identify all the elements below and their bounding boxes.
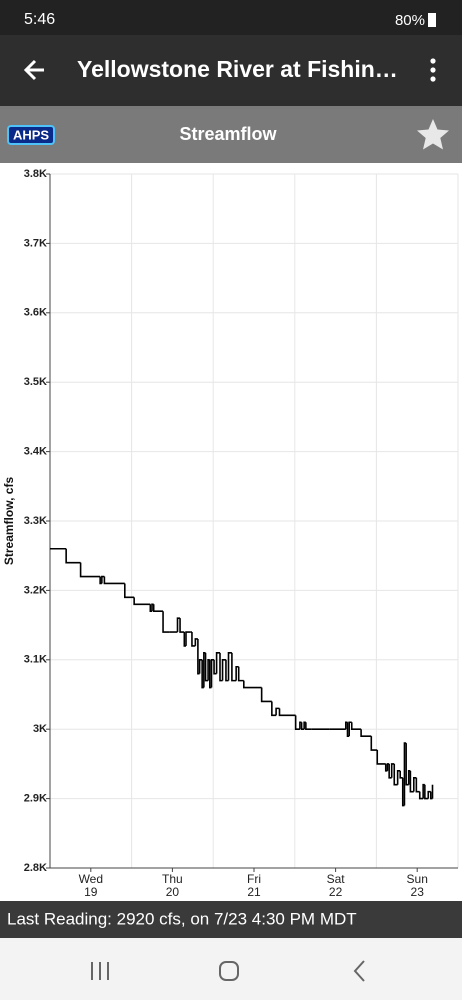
plot-background [0, 163, 462, 901]
line-segment [79, 562, 101, 578]
line-segment [215, 652, 220, 674]
line-segment [198, 659, 203, 674]
x-tick-label: Sun 23 [407, 872, 428, 899]
back-button[interactable] [23, 59, 44, 81]
line-segment [235, 665, 239, 681]
line-segment [427, 790, 431, 799]
line-segment [210, 659, 215, 688]
line-segment [176, 617, 181, 633]
battery-level: 80% [395, 12, 425, 29]
line-segment [393, 763, 398, 786]
line-segment [191, 632, 196, 647]
y-tick-label: 2.9K [24, 793, 47, 805]
line-segment [300, 722, 305, 730]
line-segment [388, 763, 392, 779]
line-segment [221, 659, 226, 681]
x-tick-label: Sat 22 [327, 872, 346, 899]
line-segment [225, 659, 229, 682]
line-segment [162, 611, 170, 633]
nav-recents[interactable] [91, 962, 109, 980]
line-segment [237, 666, 244, 682]
line-segment [360, 729, 372, 737]
line-segment [101, 575, 105, 584]
line-segment [103, 576, 125, 585]
nav-bar [0, 938, 462, 1000]
line-segment [376, 750, 386, 765]
y-tick-label: 3.4K [24, 446, 47, 458]
line-segment [409, 770, 414, 793]
y-axis-label: Streamflow, cfs [2, 477, 16, 566]
line-segment [124, 583, 135, 599]
y-tick-label: 3.1K [24, 654, 47, 666]
line-segment [370, 736, 378, 751]
line-segment [260, 687, 272, 703]
line-segment [219, 652, 223, 682]
line-segment [227, 652, 232, 681]
favorite-star[interactable] [417, 119, 449, 150]
app-title: Yellowstone River at Fishin… [77, 56, 398, 82]
line-segment [348, 721, 352, 737]
line-segment [133, 597, 151, 606]
badge-text: AHPS [13, 127, 49, 142]
status-time: 5:46 [24, 11, 55, 28]
header-title: Streamflow [179, 124, 277, 144]
chart: 3.8K 3.7K 3.6K 3.5K 3.4K 3.3K 3.2K 3.1K 3K 2.9K 2.… [0, 163, 462, 901]
line-segment [213, 659, 217, 675]
nav-home[interactable] [219, 961, 239, 981]
x-tick-label: Wed 19 [79, 872, 103, 899]
y-tick-label: 3.7K [24, 237, 47, 249]
line-segment [65, 548, 81, 564]
footer-bar [0, 901, 462, 938]
line-segment [204, 652, 209, 682]
ahps-badge[interactable] [7, 125, 55, 145]
line-segment [350, 722, 362, 730]
y-tick-label: 3.2K [24, 584, 47, 596]
x-tick-label: Fri 21 [247, 872, 261, 899]
line-segment [294, 715, 300, 730]
line-segment [152, 604, 164, 613]
line-segment [243, 680, 262, 689]
line-segment [194, 638, 198, 646]
last-reading: Last Reading: 2920 cfs, on 7/23 4:30 PM … [7, 909, 357, 928]
nav-back[interactable] [353, 960, 365, 982]
y-tick-label: 2.8K [24, 862, 47, 874]
status-bar [0, 0, 462, 35]
line-segment [305, 722, 312, 730]
line-segment [413, 776, 417, 792]
battery-icon [428, 13, 436, 27]
menu-button[interactable] [430, 58, 436, 82]
line-segment [424, 784, 429, 800]
y-tick-label: 3K [33, 723, 47, 735]
line-segment [405, 743, 409, 786]
line-segment [415, 777, 420, 793]
line-segment [275, 707, 280, 716]
line-segment [271, 701, 277, 717]
line-segment [399, 770, 403, 779]
line-segment [418, 791, 424, 800]
line-segment [396, 770, 401, 785]
header-bar [0, 106, 462, 163]
app-bar [0, 35, 462, 106]
x-tick-label: Thu 20 [162, 872, 183, 899]
y-tick-label: 3.5K [24, 376, 47, 388]
y-tick-label: 3.6K [24, 307, 47, 319]
line-segment [179, 618, 185, 633]
y-tick-label: 3.3K [24, 515, 47, 527]
line-segment [231, 652, 237, 682]
y-tick-label: 3.8K [24, 168, 47, 180]
line-segment [185, 631, 191, 646]
line-segment [390, 763, 395, 778]
line-segment [278, 708, 296, 717]
